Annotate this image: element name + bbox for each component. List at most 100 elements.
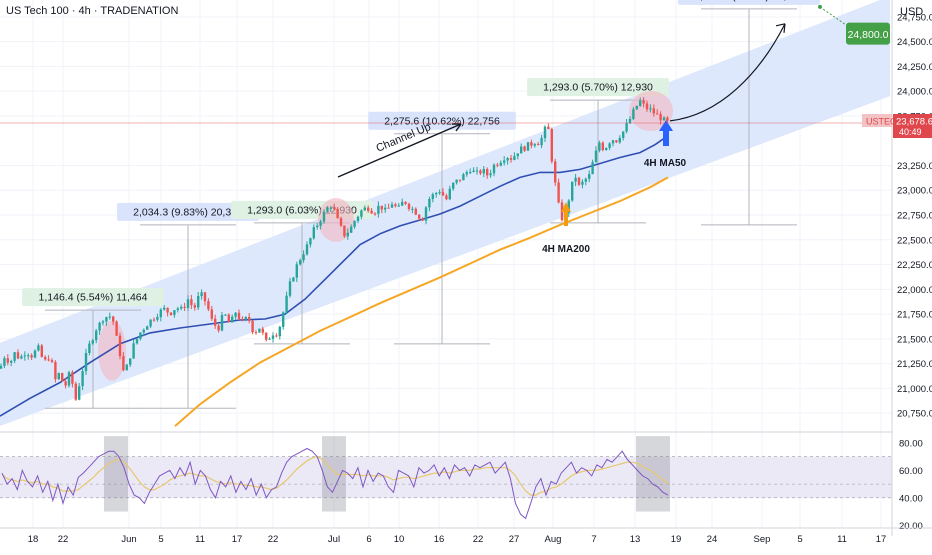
candle-body	[105, 317, 108, 322]
candle-body	[10, 361, 13, 363]
price-badge[interactable]	[893, 114, 932, 139]
measure-label-box[interactable]	[527, 78, 669, 97]
candle-body	[441, 192, 445, 196]
candle-body	[176, 308, 179, 311]
candle-body	[581, 181, 584, 185]
candle-body	[642, 100, 645, 104]
candle-body	[95, 330, 98, 341]
rsi-band	[0, 456, 892, 498]
ma200-arrow	[561, 202, 571, 226]
candle-body	[71, 372, 74, 384]
ma50-line[interactable]	[0, 135, 669, 417]
y-tick-label: 24,250.0	[897, 62, 932, 73]
candle-body	[203, 292, 207, 302]
candle-body	[16, 352, 20, 359]
ma200-line[interactable]	[174, 176, 669, 427]
x-tick-label: 18	[28, 534, 39, 545]
x-tick-label: 27	[509, 534, 520, 545]
candle-body	[329, 207, 332, 209]
target-label-box[interactable]	[846, 22, 890, 45]
candle-body	[516, 153, 519, 157]
candle-body	[526, 142, 530, 151]
candle-body	[74, 383, 77, 400]
candle-body	[23, 355, 26, 357]
x-tick-label: 22	[268, 534, 279, 545]
candle-body	[67, 372, 71, 386]
candle-body	[115, 321, 118, 336]
candle-body	[118, 335, 122, 357]
rsi-panel	[0, 431, 932, 520]
channel-up-arrow[interactable]	[337, 123, 462, 178]
candle-body	[278, 326, 281, 337]
y-tick-label: 22,750.0	[897, 211, 932, 222]
time-axis[interactable]: 18 22 Jun 5 11 17 22 Jul 6 10 16 22 27 Aug 7 13 19 24 Sep 5…	[0, 527, 932, 545]
candle-body	[285, 295, 288, 313]
candle-body	[210, 309, 213, 319]
measure-label-box[interactable]	[678, 0, 820, 5]
candle-body	[435, 193, 438, 195]
y-tick-label: 20,750.0	[897, 409, 932, 420]
candle-body	[227, 314, 230, 323]
rsi-highlight-box[interactable]	[322, 436, 346, 512]
symbol-badge[interactable]	[862, 114, 892, 128]
candle-body	[129, 358, 132, 365]
x-tick-label: 13	[630, 534, 641, 545]
measure-label-box[interactable]	[22, 288, 164, 307]
y-tick-label: 21,500.0	[897, 334, 932, 345]
candle-body	[163, 307, 166, 310]
candle-body	[492, 164, 496, 174]
currency-label[interactable]: USD	[900, 6, 924, 18]
candle-body	[231, 316, 234, 323]
candle-body	[159, 309, 162, 318]
candle-body	[190, 299, 193, 306]
candle-body	[261, 328, 264, 333]
rsi-tick-label: 80.00	[899, 438, 923, 449]
projection-arrowhead	[775, 23, 786, 33]
y-tick-label: 24,750.0	[897, 12, 932, 23]
x-tick-label: 5	[797, 534, 802, 545]
candle-body	[322, 211, 326, 222]
candle-body	[414, 208, 417, 215]
y-tick-label: 21,000.0	[897, 384, 932, 395]
ma50-arrow	[659, 120, 673, 146]
x-tick-label: Aug	[545, 534, 562, 545]
candle-body	[122, 356, 125, 371]
projection-curve[interactable]	[669, 23, 786, 122]
candle-body	[214, 318, 217, 326]
candle-body	[387, 207, 390, 209]
rsi-highlight-box[interactable]	[104, 436, 128, 512]
candle-body	[78, 386, 81, 400]
candle-body	[496, 164, 499, 166]
rsi-highlight-box[interactable]	[636, 436, 670, 512]
rsi-line[interactable]	[1, 447, 669, 520]
candle-body	[20, 356, 23, 359]
candle-body	[339, 218, 343, 226]
x-tick-label: 10	[394, 534, 405, 545]
candle-body	[312, 227, 315, 239]
rsi-ma-line[interactable]	[1, 456, 669, 496]
symbol-badge-label: USTEC	[866, 117, 897, 127]
candle-body	[135, 338, 139, 344]
measure-label-box[interactable]	[368, 111, 516, 130]
candle-body	[112, 316, 115, 322]
candle-body	[30, 355, 33, 358]
candle-body	[486, 169, 489, 176]
candle-body	[428, 199, 431, 208]
candle-body	[61, 373, 64, 382]
measure-label-box[interactable]	[117, 202, 259, 221]
candle-body	[84, 353, 88, 372]
x-tick-label: 7	[591, 534, 596, 545]
candle-body	[615, 140, 618, 143]
price-axis[interactable]: 24,750.024,500.024,250.024,000.023,750.0…	[862, 0, 932, 550]
candle-body	[513, 156, 516, 160]
x-tick-label: 17	[876, 534, 887, 545]
candle-body	[40, 345, 43, 357]
candle-body	[452, 182, 455, 189]
candle-body	[220, 315, 224, 331]
candle-body	[132, 343, 135, 359]
candle-body	[169, 312, 173, 315]
candle-body	[649, 108, 652, 110]
candle-body	[288, 281, 292, 296]
highlight-ellipse[interactable]	[98, 320, 126, 381]
